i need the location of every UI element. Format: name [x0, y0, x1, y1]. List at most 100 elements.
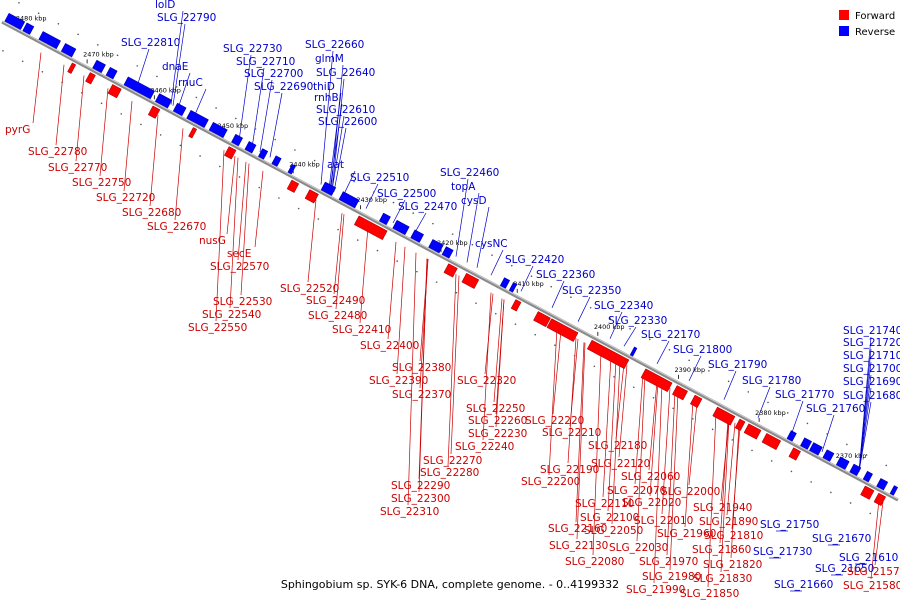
leader-line [251, 67, 265, 148]
leader-line [229, 157, 239, 309]
reverse-label-group: SLG_22420 [505, 254, 564, 266]
forward-gene-block [224, 146, 237, 160]
leader-line [730, 424, 740, 559]
leader-line [269, 92, 283, 158]
track-dot [412, 212, 415, 214]
track-dot [849, 502, 852, 504]
leader-line [136, 48, 150, 87]
reverse-gene-block [186, 109, 209, 128]
forward-label-group: SLG_22570 [210, 261, 269, 273]
reverse-gene-block [508, 282, 518, 293]
forward-gene-label: SLG_22670 [147, 221, 206, 233]
reverse-gene-label: cysD [461, 195, 487, 207]
forward-gene-label: SLG_22780 [28, 146, 87, 158]
track-dot [120, 113, 123, 115]
track-dot [573, 354, 576, 357]
forward-gene-label: SLG_22060 [621, 471, 680, 483]
track-dot [475, 302, 477, 304]
forward-gene-label: SLG_22120 [591, 458, 650, 470]
track-dot [97, 44, 99, 46]
track-dot [297, 207, 300, 210]
track-dot [21, 60, 24, 63]
reverse-gene-block [499, 277, 511, 289]
reverse-label-group: SLG_22690 [254, 81, 313, 93]
forward-gene-label: SLG_22310 [380, 506, 439, 518]
forward-gene-label: SLG_22410 [332, 324, 391, 336]
leader-line [359, 226, 369, 324]
reverse-label-group: SLG_22610 [316, 104, 375, 116]
forward-label-group: SLG_22780 [28, 146, 87, 158]
reverse-gene-label: SLG_21670 [812, 533, 871, 545]
forward-gene-block [461, 272, 480, 289]
leader-line [259, 79, 273, 153]
leader-line [602, 356, 612, 498]
forward-label-group: SLG_21860 [692, 544, 751, 556]
forward-gene-label: SLG_22100 [580, 512, 639, 524]
tick-label: 2410 kbp [513, 280, 544, 288]
track-dot [613, 375, 615, 378]
forward-gene-label: SLG_22130 [549, 540, 608, 552]
track-dot [156, 75, 158, 78]
forward-label-group: SLG_21820 [703, 559, 762, 571]
forward-gene-label: SLG_22220 [525, 415, 584, 427]
leader-line [757, 386, 771, 418]
track-dot [530, 275, 533, 277]
track-dot [57, 23, 60, 25]
forward-label-group: SLG_22180 [588, 440, 647, 452]
reverse-gene-label: SLG_22810 [121, 37, 180, 49]
reverse-label-group: SLG_21700 [843, 363, 900, 375]
reverse-gene-label: SLG_22170 [641, 329, 700, 341]
tick-label: 2480 kbp [16, 15, 47, 23]
reverse-gene-block [105, 66, 118, 80]
forward-gene-label: SLG_22540 [202, 309, 261, 321]
leader-line [254, 170, 264, 248]
leader-line [329, 103, 343, 190]
track-dot [826, 433, 828, 435]
reverse-gene-block [208, 121, 228, 139]
tick-label: 2470 kbp [83, 50, 114, 58]
leader-line [495, 299, 505, 428]
forward-gene-block [546, 318, 579, 342]
forward-label-group: SLG_22310 [380, 506, 439, 518]
forward-label-group: pyrG [5, 124, 30, 136]
track-dot [218, 165, 221, 168]
forward-gene-block [188, 127, 198, 139]
reverse-label-group: rnhB [314, 92, 339, 104]
forward-label-group: SLG_22280 [420, 467, 479, 479]
forward-label-group: SLG_22390 [369, 375, 428, 387]
reverse-gene-label: SLG_22360 [536, 269, 595, 281]
reverse-gene-label: SLG_21780 [742, 375, 801, 387]
tick-label: 2430 kbp [356, 196, 387, 204]
track-dot [136, 65, 139, 67]
reverse-label-group: SLG_21790 [708, 359, 767, 371]
reverse-gene-label: SLG_21750 [760, 519, 819, 531]
reverse-label-group: SLG_22500 [377, 188, 436, 200]
reverse-gene-block [271, 155, 282, 167]
track-dot [786, 412, 789, 414]
track-dot [337, 228, 339, 231]
leader-line [331, 115, 345, 191]
track-dot [471, 243, 474, 246]
forward-gene-label: nusG [199, 235, 226, 247]
reverse-gene-label: glmM [315, 53, 344, 65]
reverse-label-group: SLG_22710 [236, 56, 295, 68]
reverse-gene-label: SLG_21740 [843, 325, 900, 337]
forward-label-group: SLG_22720 [96, 192, 155, 204]
reverse-gene-block [800, 437, 813, 450]
reverse-label-group: SLG_22700 [244, 68, 303, 80]
forward-label-group: SLG_21980 [642, 571, 701, 583]
forward-label-group: SLG_22240 [455, 441, 514, 453]
reverse-gene-label: lolD [155, 0, 175, 11]
track-dot [708, 370, 710, 372]
forward-label-group: SLG_22060 [621, 471, 680, 483]
track-dot [806, 422, 809, 425]
reverse-gene-label: SLG_22690 [254, 81, 313, 93]
track-dot [234, 117, 237, 120]
reverse-gene-label: SLG_22510 [350, 172, 409, 184]
forward-label-group: SLG_22110 [575, 498, 634, 510]
forward-gene-block [85, 72, 96, 85]
forward-label-group: SLG_22210 [542, 427, 601, 439]
reverse-gene-label: SLG_22730 [223, 43, 282, 55]
track-dot [432, 222, 434, 225]
leader-line [387, 241, 397, 340]
